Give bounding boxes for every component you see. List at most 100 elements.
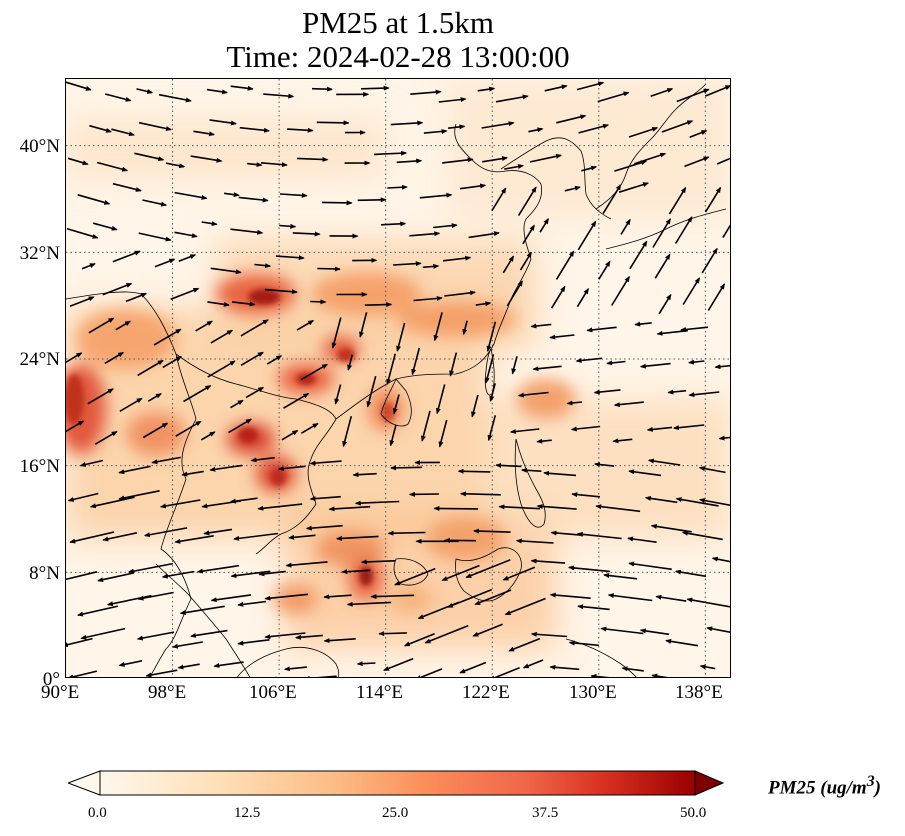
wind-arrow <box>444 290 476 297</box>
wind-arrow <box>438 97 467 103</box>
wind-arrow <box>383 657 414 672</box>
wind-arrow <box>517 186 537 217</box>
wind-arrow <box>281 429 299 441</box>
wind-arrow <box>81 263 96 270</box>
wind-arrow <box>484 354 495 384</box>
wind-arrow <box>154 258 176 268</box>
wind-arrow <box>237 600 267 607</box>
wind-arrow <box>651 673 669 677</box>
wind-arrow <box>515 538 554 544</box>
pm25-shading <box>66 79 730 649</box>
wind-arrow <box>305 524 343 531</box>
wind-arrow <box>555 250 575 280</box>
wind-arrow <box>310 299 327 305</box>
wind-arrow <box>465 559 511 579</box>
wind-arrow <box>378 631 407 637</box>
wind-arrow <box>491 187 507 212</box>
wind-arrow <box>357 197 387 203</box>
wind-arrow <box>230 85 254 91</box>
wind-arrow <box>688 391 720 398</box>
colorbar-label-close: ) <box>874 777 881 799</box>
wind-arrow <box>650 523 692 533</box>
wind-arrow <box>97 572 135 583</box>
wind-arrow <box>380 221 407 227</box>
wind-arrow <box>174 231 198 239</box>
wind-arrow <box>613 401 644 408</box>
wind-arrow <box>674 216 693 244</box>
colorbar-max-extend <box>694 770 725 796</box>
wind-arrow <box>260 162 288 168</box>
wind-arrow <box>102 282 133 296</box>
wind-arrow <box>602 184 622 215</box>
wind-arrow <box>66 81 92 91</box>
wind-arrow <box>472 623 503 637</box>
wind-arrow <box>238 196 269 203</box>
wind-arrow <box>370 594 415 600</box>
wind-arrow <box>681 530 723 541</box>
wind-arrow <box>364 302 393 308</box>
wind-arrow <box>650 88 674 98</box>
wind-arrow <box>403 632 435 647</box>
wind-arrow <box>612 438 633 444</box>
wind-arrow <box>396 158 423 164</box>
wind-arrow <box>506 280 523 307</box>
wind-arrow <box>646 426 673 432</box>
wind-arrow <box>511 356 518 375</box>
wind-arrow <box>174 535 214 544</box>
wind-arrow <box>193 130 215 137</box>
wind-arrow <box>544 84 568 92</box>
wind-arrow <box>519 251 532 271</box>
wind-arrow <box>714 364 730 370</box>
wind-arrow <box>386 353 397 386</box>
wind-arrow <box>162 355 183 369</box>
wind-arrow <box>387 184 408 190</box>
wind-arrow <box>195 320 213 332</box>
wind-arrow <box>106 594 152 607</box>
wind-arrow <box>578 123 610 134</box>
wind-arrow <box>722 224 730 239</box>
colorbar-tick-label: 37.5 <box>532 805 559 821</box>
wind-arrow <box>577 220 597 251</box>
wind-arrow <box>586 326 617 333</box>
wind-arrow <box>396 322 406 352</box>
wind-arrow <box>334 384 342 405</box>
wind-arrow <box>137 359 164 377</box>
wind-arrow <box>457 468 491 474</box>
wind-arrow <box>142 199 168 207</box>
wind-arrow <box>179 605 225 615</box>
wind-arrow <box>654 253 671 279</box>
wind-arrow <box>354 500 400 506</box>
wind-arrow <box>489 383 496 402</box>
colorbar <box>68 770 725 796</box>
wind-arrow <box>621 666 644 672</box>
wind-arrow <box>94 430 118 445</box>
wind-arrow <box>228 418 252 434</box>
wind-arrow <box>462 320 468 336</box>
wind-arrow <box>423 128 448 134</box>
wind-arrow <box>502 566 536 581</box>
wind-arrow <box>288 534 316 540</box>
wind-arrow <box>517 391 549 398</box>
wind-arrow <box>196 564 239 574</box>
wind-arrow <box>477 86 496 92</box>
wind-arrow <box>704 85 730 97</box>
wind-arrow <box>536 438 552 444</box>
wind-arrow <box>392 394 400 415</box>
wind-arrow <box>520 467 542 473</box>
wind-arrow <box>174 191 208 200</box>
wind-arrow <box>119 397 143 412</box>
wind-arrow <box>390 465 423 471</box>
wind-arrow <box>442 157 474 164</box>
wind-arrow <box>300 363 328 381</box>
wind-arrow <box>250 456 275 463</box>
wind-arrow <box>77 605 119 617</box>
wind-arrow <box>356 661 376 667</box>
wind-arrow <box>323 594 352 600</box>
lon-tick-label: 98°E <box>148 682 187 703</box>
wind-arrow <box>627 536 657 543</box>
wind-arrow <box>438 419 448 448</box>
wind-arrow <box>410 89 442 95</box>
wind-arrow <box>328 505 371 512</box>
wind-arrow <box>209 119 237 126</box>
wind-arrow <box>474 589 512 606</box>
